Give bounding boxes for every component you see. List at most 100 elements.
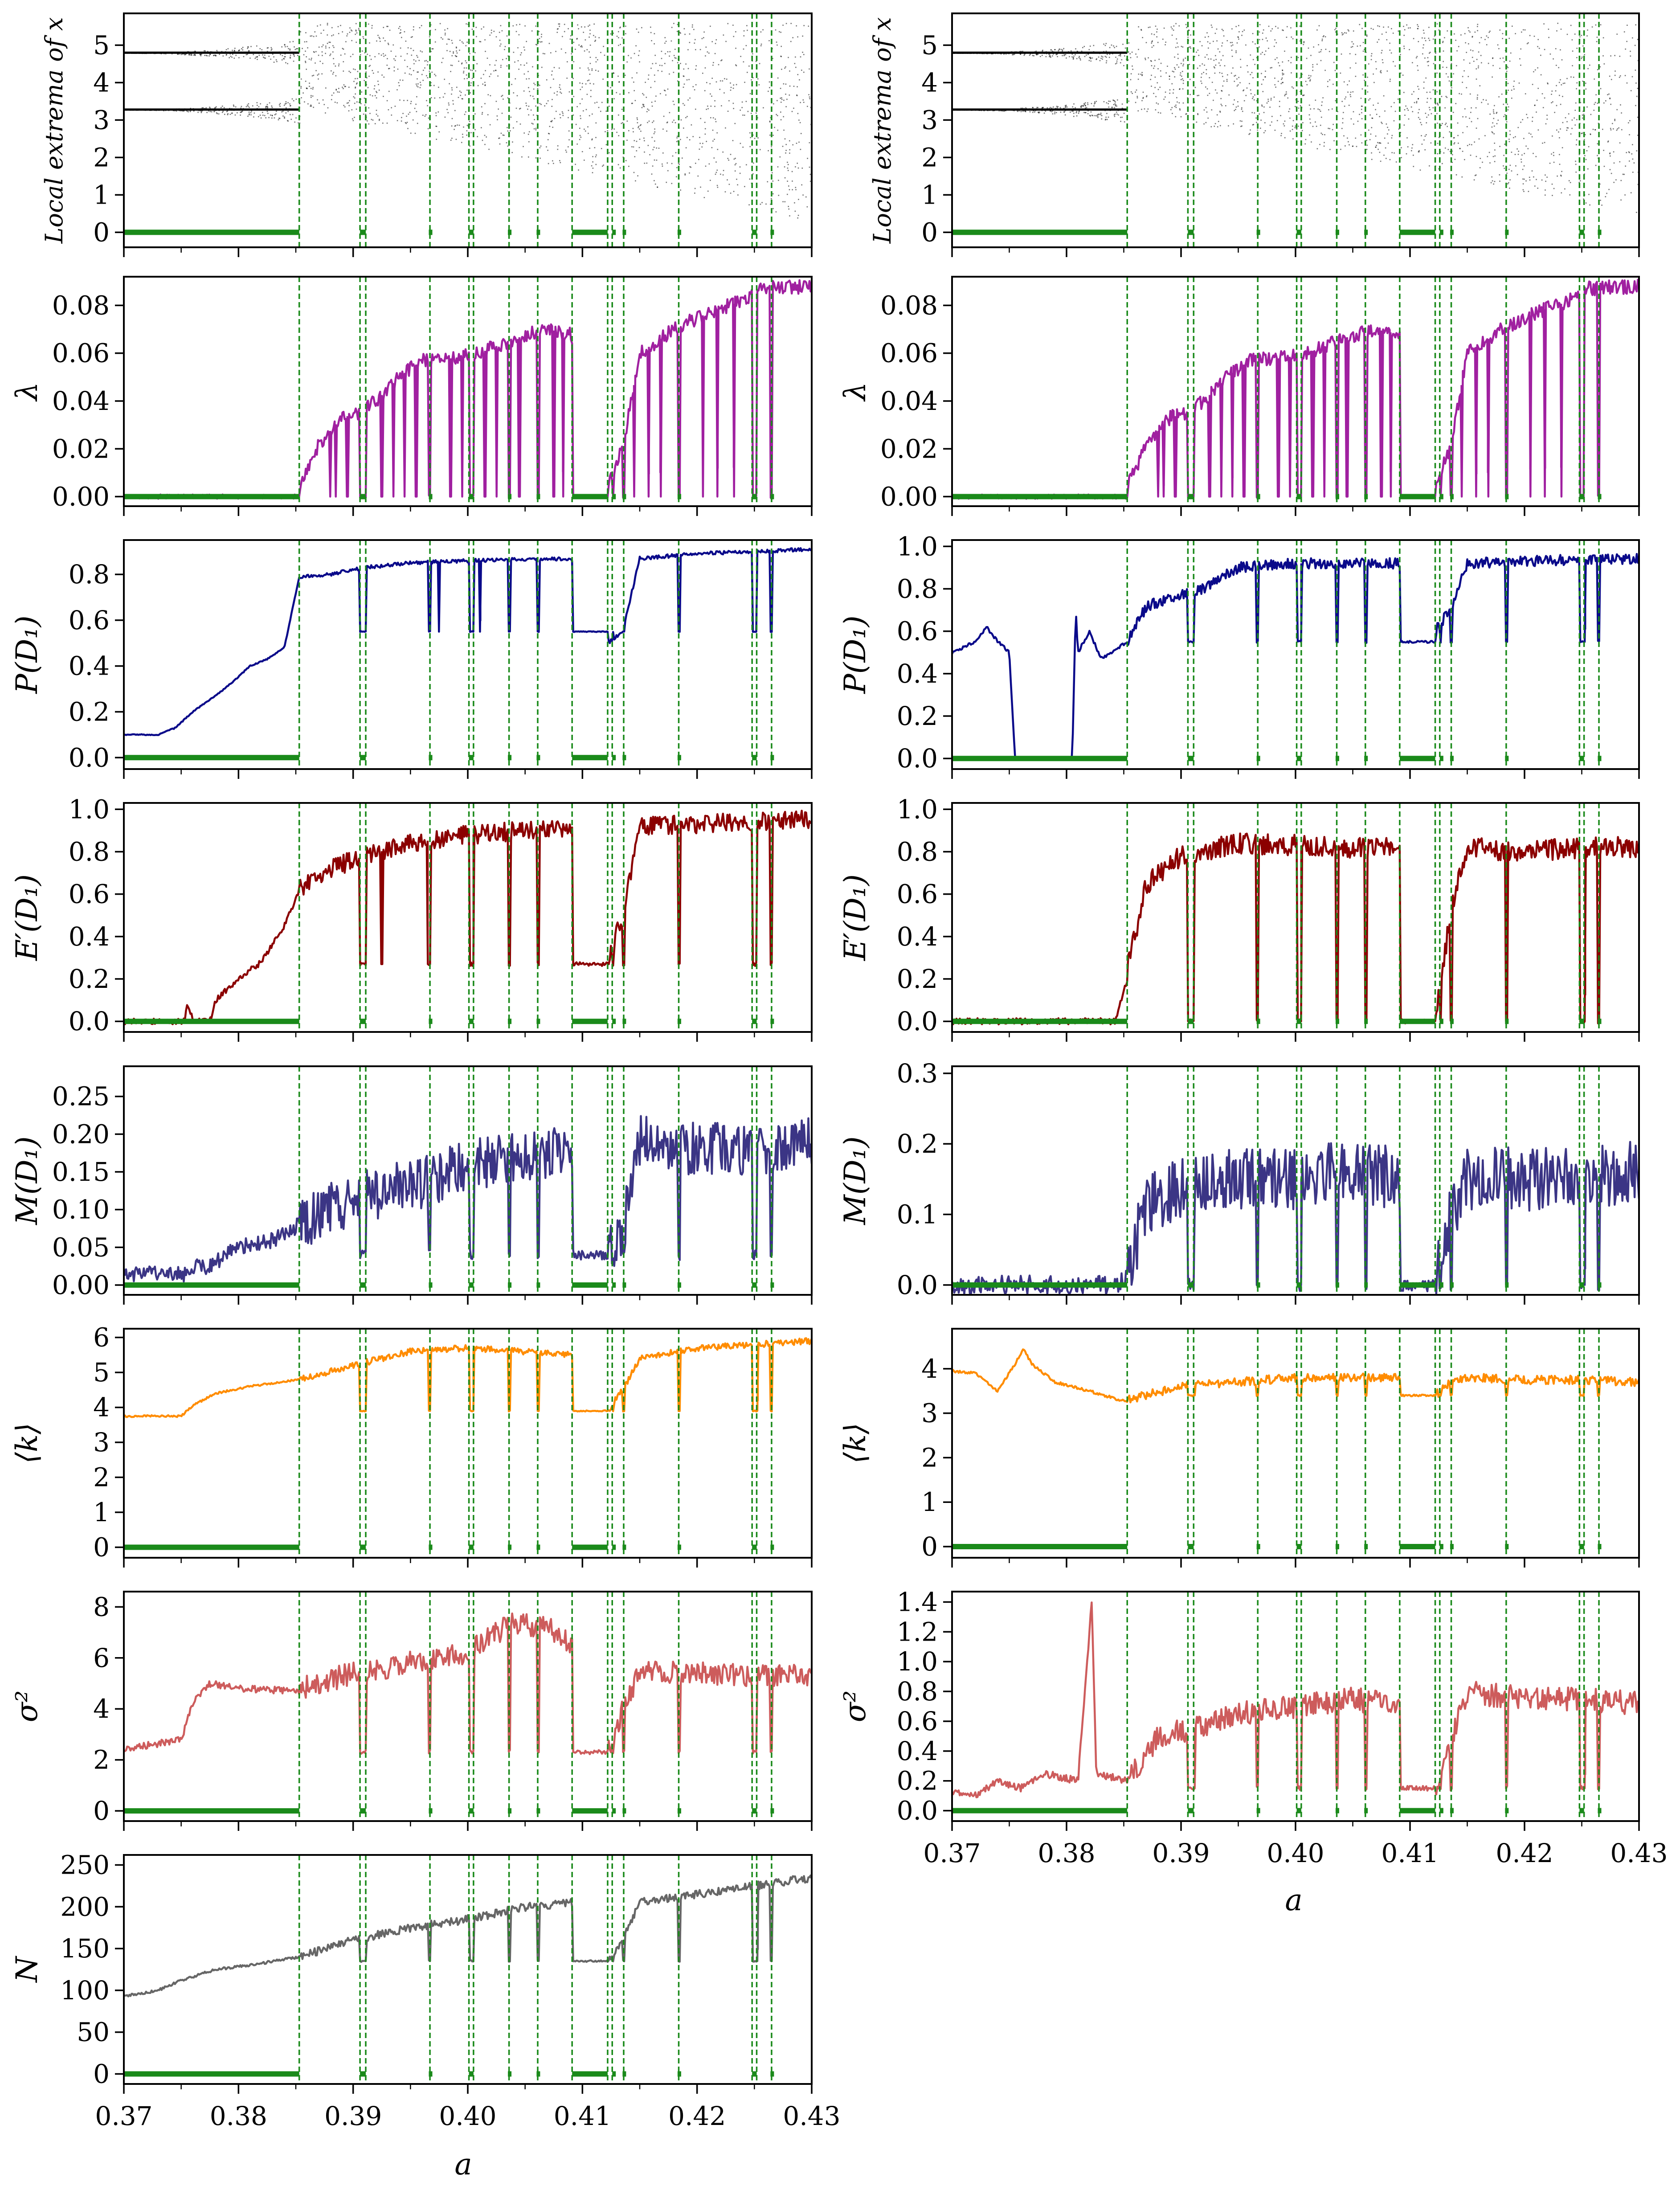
bifurcation-point xyxy=(611,129,613,130)
bifurcation-point xyxy=(197,111,199,113)
bifurcation-point xyxy=(1582,115,1583,116)
bifurcation-point xyxy=(573,96,575,97)
bifurcation-point xyxy=(1276,57,1278,59)
bifurcation-point xyxy=(689,166,691,168)
bifurcation-point xyxy=(1252,96,1254,98)
y-tick-label: 0.8 xyxy=(69,559,110,589)
bifurcation-point xyxy=(495,70,496,71)
bifurcation-point xyxy=(1316,29,1318,31)
bifurcation-point xyxy=(1438,168,1439,170)
bifurcation-point xyxy=(1561,59,1563,61)
bifurcation-point xyxy=(1377,102,1379,104)
bifurcation-point xyxy=(497,119,498,120)
bifurcation-point xyxy=(1582,132,1583,134)
bifurcation-point xyxy=(1152,40,1153,42)
bifurcation-point xyxy=(618,31,619,33)
bifurcation-point xyxy=(1605,196,1606,197)
bifurcation-point xyxy=(687,116,688,117)
bifurcation-point xyxy=(1157,103,1159,105)
bifurcation-point xyxy=(777,130,778,131)
bifurcation-point xyxy=(1310,108,1311,110)
bifurcation-point xyxy=(530,95,531,97)
bifurcation-point xyxy=(656,160,658,161)
bifurcation-point xyxy=(1524,153,1525,154)
bifurcation-point xyxy=(1547,83,1549,85)
bifurcation-point xyxy=(1544,142,1545,143)
bifurcation-point xyxy=(306,87,307,89)
bifurcation-point xyxy=(1295,106,1296,107)
bifurcation-point xyxy=(337,26,339,28)
bifurcation-point xyxy=(654,159,655,161)
bifurcation-point xyxy=(1584,54,1585,55)
bifurcation-point xyxy=(1445,96,1447,97)
bifurcation-point xyxy=(1269,124,1271,126)
bifurcation-point xyxy=(386,100,388,102)
bifurcation-point xyxy=(233,104,234,106)
bifurcation-point xyxy=(1566,127,1568,129)
bifurcation-point xyxy=(1493,109,1494,111)
bifurcation-point xyxy=(626,61,628,63)
bifurcation-point xyxy=(770,204,771,205)
bifurcation-point xyxy=(1157,29,1158,30)
bifurcation-point xyxy=(580,115,581,117)
bifurcation-point xyxy=(286,46,288,47)
bifurcation-point xyxy=(1238,38,1239,40)
bifurcation-point xyxy=(1509,188,1510,189)
bifurcation-point xyxy=(740,110,741,111)
bifurcation-point xyxy=(1411,147,1413,149)
bifurcation-point xyxy=(780,119,782,121)
bifurcation-point xyxy=(1476,156,1477,157)
bifurcation-point xyxy=(1322,97,1324,98)
bifurcation-point xyxy=(252,105,253,106)
bifurcation-point xyxy=(1373,73,1374,75)
bifurcation-point xyxy=(453,51,454,53)
bifurcation-point xyxy=(396,89,398,90)
bifurcation-point xyxy=(1022,107,1023,109)
bifurcation-point xyxy=(1473,61,1475,62)
bifurcation-point xyxy=(664,90,665,91)
bifurcation-point xyxy=(355,93,356,95)
bifurcation-point xyxy=(1380,71,1381,73)
bifurcation-point xyxy=(1080,59,1081,61)
bifurcation-point xyxy=(1263,79,1264,81)
bifurcation-point xyxy=(1341,53,1342,55)
bifurcation-point xyxy=(758,84,760,86)
bifurcation-point xyxy=(1451,87,1452,89)
bifurcation-point xyxy=(1310,122,1311,124)
bifurcation-point xyxy=(386,26,388,27)
bifurcation-point xyxy=(1118,114,1119,116)
bifurcation-point xyxy=(1243,89,1245,91)
bifurcation-point xyxy=(1277,81,1279,82)
bifurcation-point xyxy=(1305,139,1307,140)
bifurcation-point xyxy=(1151,74,1152,76)
bifurcation-point xyxy=(1320,51,1321,53)
bifurcation-point xyxy=(507,127,508,128)
bifurcation-point xyxy=(1219,51,1221,53)
bifurcation-point xyxy=(1183,63,1184,65)
bifurcation-point xyxy=(1204,65,1205,66)
bifurcation-point xyxy=(1536,99,1538,101)
bifurcation-point xyxy=(1570,25,1572,26)
bifurcation-point xyxy=(1375,109,1376,111)
bifurcation-point xyxy=(1375,61,1377,62)
bifurcation-point xyxy=(417,86,419,88)
bifurcation-point xyxy=(1584,134,1586,135)
bifurcation-point xyxy=(1034,111,1035,113)
bifurcation-point xyxy=(1589,204,1590,206)
bifurcation-point xyxy=(1208,58,1209,60)
bifurcation-point xyxy=(350,56,352,57)
bifurcation-point xyxy=(581,86,583,88)
bifurcation-point xyxy=(1418,98,1419,99)
bifurcation-point xyxy=(674,122,676,123)
bifurcation-point xyxy=(408,113,409,115)
bifurcation-point xyxy=(247,104,248,106)
bifurcation-point xyxy=(1321,101,1323,103)
bifurcation-point xyxy=(1444,124,1446,125)
bifurcation-point xyxy=(338,63,340,65)
bifurcation-point xyxy=(1630,90,1632,91)
periodic-window-markers xyxy=(952,277,1602,506)
y-tick-label: 0.00 xyxy=(52,482,110,512)
bifurcation-point xyxy=(343,84,345,86)
bifurcation-point xyxy=(338,65,339,66)
bifurcation-point xyxy=(356,83,357,85)
